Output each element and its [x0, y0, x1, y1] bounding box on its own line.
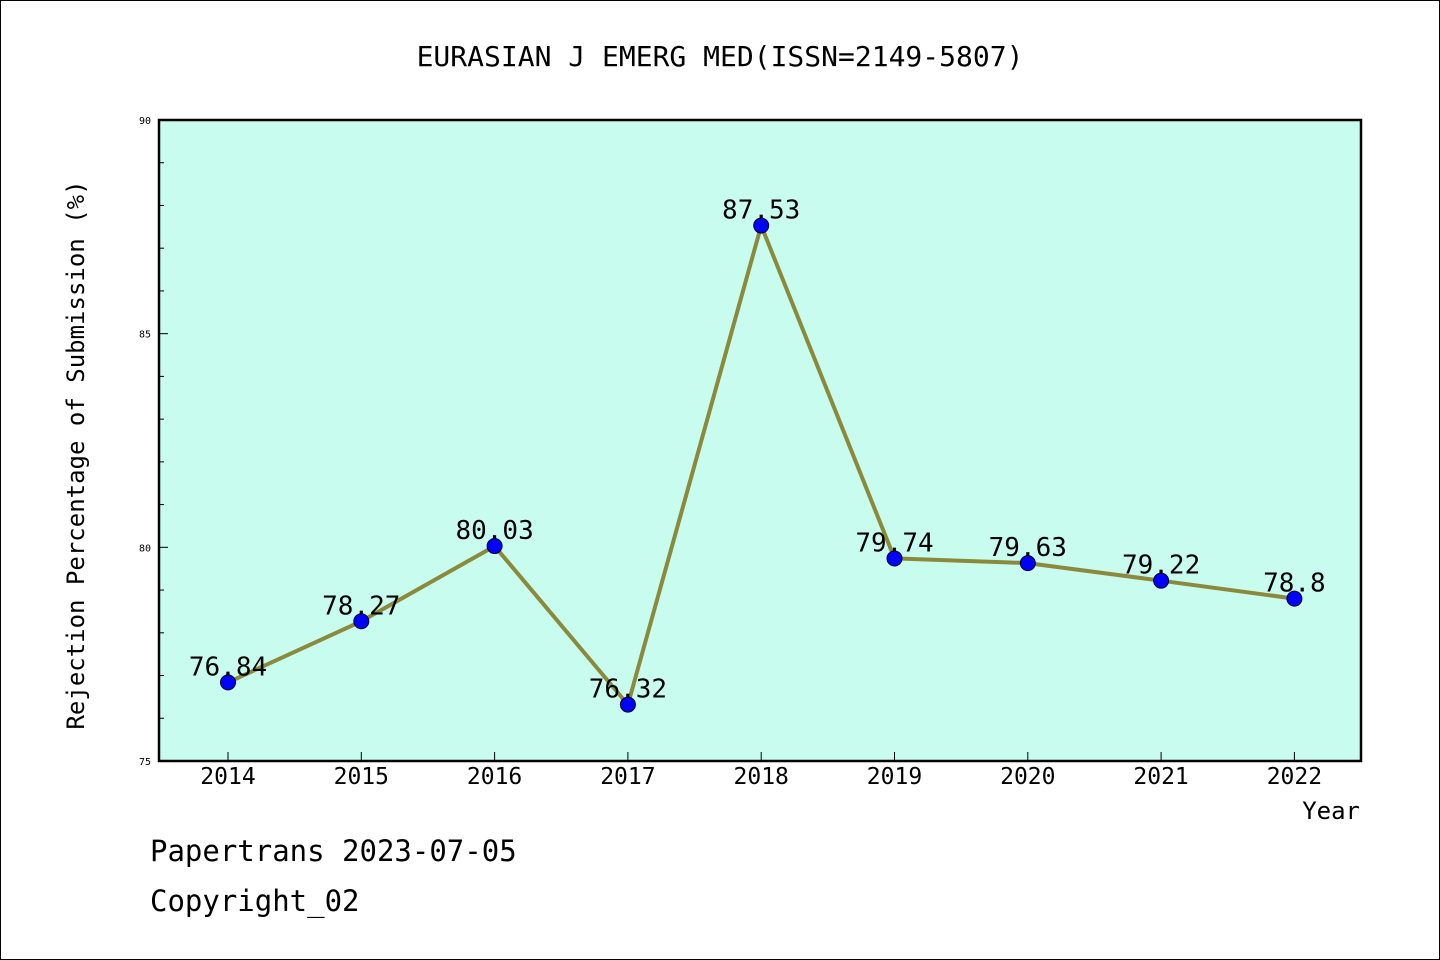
data-label: 80.03	[455, 516, 533, 546]
x-axis: 2014 2015 2016 2017 2018 2019 2020 2021 2022	[200, 752, 1322, 790]
x-tick-label: 2018	[734, 764, 789, 790]
y-tick-label: 85	[139, 330, 151, 341]
y-tick-label: 75	[139, 757, 151, 768]
y-axis-label: Rejection Percentage of Submission (%)	[62, 180, 90, 729]
x-tick-label: 2021	[1133, 764, 1188, 790]
data-point	[1286, 590, 1303, 607]
data-point	[886, 550, 903, 567]
data-label: 79.63	[989, 533, 1067, 563]
data-label: 76.32	[589, 675, 667, 705]
x-tick-label: 2020	[1000, 764, 1055, 790]
x-tick-label: 2017	[600, 764, 655, 790]
x-tick-label: 2019	[867, 764, 922, 790]
footer-copyright: Copyright_02	[150, 884, 360, 918]
data-label: 78.27	[322, 591, 400, 621]
y-tick-label: 90	[139, 116, 151, 127]
x-tick-label: 2016	[467, 764, 522, 790]
x-tick-label: 2014	[200, 764, 255, 790]
data-label: 78.8	[1263, 569, 1326, 599]
x-axis-label: Year	[1302, 797, 1360, 825]
data-point	[353, 613, 370, 630]
plot-border	[157, 118, 1363, 763]
data-point	[753, 217, 770, 234]
data-label: 79.74	[855, 528, 933, 558]
data-point	[220, 674, 236, 691]
chart-title: EURASIAN J EMERG MED(ISSN=2149-5807)	[417, 40, 1024, 73]
data-points: 76.84 78.27 80.03 76.32 87.53 79.74 79.63 79.22…	[189, 196, 1326, 713]
data-point	[1019, 555, 1036, 572]
footer-source: Papertrans 2023-07-05	[150, 834, 517, 868]
data-point	[486, 538, 503, 555]
x-tick-label: 2022	[1267, 764, 1322, 790]
data-point	[619, 696, 636, 713]
data-point	[1153, 572, 1170, 589]
y-tick-label: 80	[139, 543, 151, 554]
data-label: 87.53	[722, 196, 800, 226]
x-tick-label: 2015	[334, 764, 389, 790]
data-label: 76.84	[189, 652, 267, 682]
data-label: 79.22	[1122, 551, 1200, 581]
